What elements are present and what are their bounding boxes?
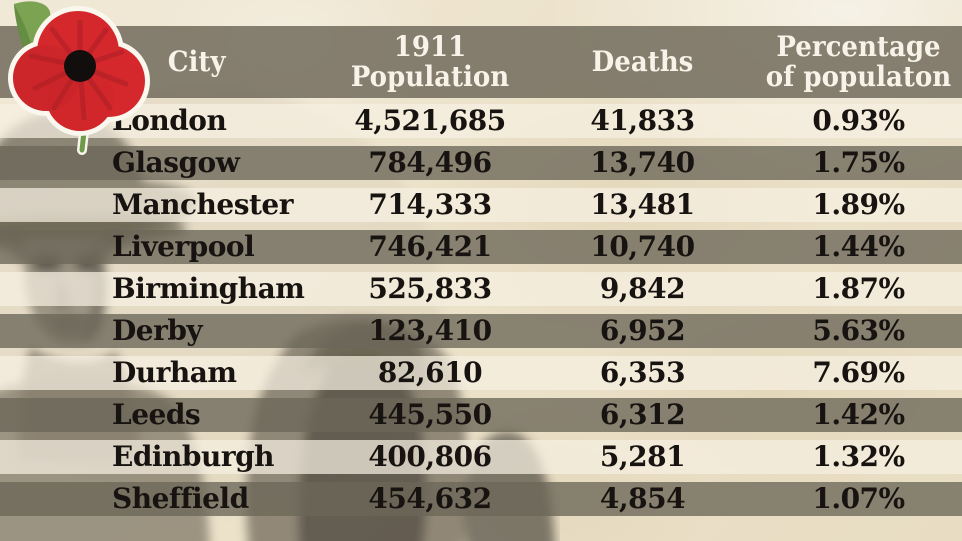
table-header-row: City 1911 Population Deaths Percentage o… — [0, 26, 962, 98]
percentage-value: 1.32% — [812, 440, 905, 473]
table-row-glasgow: Glasgow 784,496 13,740 1.75% — [0, 146, 962, 180]
deaths-value: 10,740 — [590, 230, 695, 263]
table-row-birmingham: Birmingham 525,833 9,842 1.87% — [0, 272, 962, 306]
column-header-population-line1: 1911 — [393, 30, 467, 63]
column-header-percentage: Percentage of populaton — [762, 32, 955, 92]
table-row-london: London 4,521,685 41,833 0.93% — [0, 104, 962, 138]
table-row-edinburgh: Edinburgh 400,806 5,281 1.32% — [0, 440, 962, 474]
table-row-durham: Durham 82,610 6,353 7.69% — [0, 356, 962, 390]
deaths-value: 6,952 — [599, 314, 686, 347]
percentage-value: 1.07% — [812, 482, 905, 515]
poppy-center — [64, 50, 96, 82]
deaths-value: 9,842 — [599, 272, 686, 305]
city-name: Glasgow — [112, 146, 240, 179]
percentage-value: 1.89% — [812, 188, 905, 221]
population-value: 82,610 — [377, 356, 483, 389]
deaths-value: 41,833 — [590, 104, 695, 137]
table-row-manchester: Manchester 714,333 13,481 1.89% — [0, 188, 962, 222]
column-header-deaths: Deaths — [591, 45, 694, 78]
column-header-population: 1911 Population — [337, 32, 523, 92]
table-row-sheffield: Sheffield 454,632 4,854 1.07% — [0, 482, 962, 516]
column-header-percentage-line2: of populaton — [765, 60, 952, 93]
percentage-value: 1.44% — [812, 230, 905, 263]
deaths-value: 4,854 — [599, 482, 686, 515]
city-name: Birmingham — [112, 272, 305, 305]
column-header-population-line2: Population — [350, 60, 510, 93]
percentage-value: 5.63% — [812, 314, 905, 347]
population-value: 525,833 — [368, 272, 492, 305]
deaths-value: 6,312 — [599, 398, 686, 431]
table-row-liverpool: Liverpool 746,421 10,740 1.44% — [0, 230, 962, 264]
population-value: 123,410 — [368, 314, 492, 347]
percentage-value: 1.87% — [812, 272, 905, 305]
population-value: 746,421 — [368, 230, 492, 263]
population-value: 714,333 — [368, 188, 492, 221]
city-name: Liverpool — [112, 230, 255, 263]
deaths-value: 5,281 — [599, 440, 686, 473]
population-value: 454,632 — [368, 482, 492, 515]
city-name: Derby — [112, 314, 203, 347]
deaths-value: 13,481 — [590, 188, 695, 221]
percentage-value: 0.93% — [812, 104, 905, 137]
population-value: 400,806 — [368, 440, 492, 473]
percentage-value: 1.42% — [812, 398, 905, 431]
table-body: London 4,521,685 41,833 0.93% Glasgow 78… — [0, 104, 962, 524]
column-header-city: City — [167, 45, 226, 78]
table-row-leeds: Leeds 445,550 6,312 1.42% — [0, 398, 962, 432]
population-value: 784,496 — [368, 146, 492, 179]
percentage-value: 1.75% — [812, 146, 905, 179]
deaths-value: 6,353 — [599, 356, 686, 389]
city-name: Edinburgh — [112, 440, 275, 473]
population-value: 445,550 — [368, 398, 492, 431]
city-name: Leeds — [112, 398, 201, 431]
table-row-derby: Derby 123,410 6,952 5.63% — [0, 314, 962, 348]
city-name: Manchester — [112, 188, 293, 221]
column-header-percentage-line1: Percentage — [776, 30, 941, 63]
city-name: Sheffield — [112, 482, 249, 515]
deaths-value: 13,740 — [590, 146, 695, 179]
population-value: 4,521,685 — [354, 104, 506, 137]
poppy-icon — [8, 1, 150, 155]
city-name: Durham — [112, 356, 237, 389]
percentage-value: 7.69% — [812, 356, 905, 389]
